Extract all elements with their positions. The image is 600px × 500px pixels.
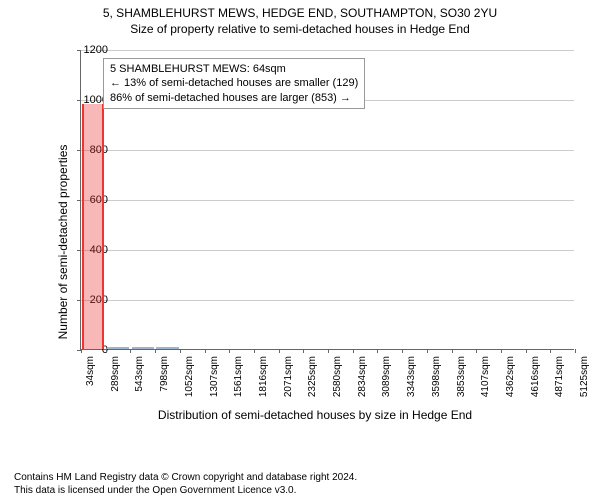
xtick-label: 34sqm (85, 356, 96, 386)
footer: Contains HM Land Registry data © Crown c… (14, 472, 357, 497)
xtick-mark (526, 349, 527, 353)
xtick-mark (377, 349, 378, 353)
xtick-mark (427, 349, 428, 353)
info-line-1: 5 SHAMBLEHURST MEWS: 64sqm (110, 62, 358, 76)
xtick-mark (106, 349, 107, 353)
bar (156, 347, 178, 349)
xtick-label: 289sqm (110, 356, 121, 392)
xtick-mark (130, 349, 131, 353)
xtick-mark (353, 349, 354, 353)
xtick-mark (452, 349, 453, 353)
info-box: 5 SHAMBLEHURST MEWS: 64sqm ← 13% of semi… (103, 58, 365, 109)
bar-highlight (82, 104, 104, 349)
xtick-label: 2071sqm (283, 356, 294, 397)
gridline (81, 200, 574, 201)
xtick-label: 4616sqm (530, 356, 541, 397)
xtick-mark (81, 349, 82, 353)
xtick-mark (254, 349, 255, 353)
gridline (81, 150, 574, 151)
info-line-3: 86% of semi-detached houses are larger (… (110, 91, 358, 105)
chart-container: Number of semi-detached properties 02004… (48, 42, 582, 400)
footer-line-2: This data is licensed under the Open Gov… (14, 485, 357, 498)
xtick-label: 1561sqm (233, 356, 244, 397)
xtick-label: 4362sqm (505, 356, 516, 397)
xtick-mark (155, 349, 156, 353)
gridline (81, 50, 574, 51)
xtick-mark (476, 349, 477, 353)
y-axis-label: Number of semi-detached properties (56, 145, 70, 340)
xtick-mark (328, 349, 329, 353)
bar (107, 347, 129, 349)
xtick-label: 3343sqm (406, 356, 417, 397)
title-main: 5, SHAMBLEHURST MEWS, HEDGE END, SOUTHAM… (0, 0, 600, 20)
ytick-label: 1200 (68, 44, 108, 56)
xtick-label: 3853sqm (456, 356, 467, 397)
xtick-mark (279, 349, 280, 353)
footer-line-1: Contains HM Land Registry data © Crown c… (14, 472, 357, 485)
xtick-label: 2325sqm (307, 356, 318, 397)
xtick-mark (303, 349, 304, 353)
xtick-mark (550, 349, 551, 353)
xtick-label: 1816sqm (258, 356, 269, 397)
gridline (81, 250, 574, 251)
xtick-mark (229, 349, 230, 353)
xtick-label: 2834sqm (357, 356, 368, 397)
gridline (81, 300, 574, 301)
xtick-label: 1307sqm (209, 356, 220, 397)
xtick-mark (180, 349, 181, 353)
xtick-mark (402, 349, 403, 353)
xtick-mark (501, 349, 502, 353)
info-line-2: ← 13% of semi-detached houses are smalle… (110, 76, 358, 90)
x-axis-label: Distribution of semi-detached houses by … (48, 408, 582, 422)
xtick-label: 543sqm (134, 356, 145, 392)
xtick-mark (575, 349, 576, 353)
xtick-label: 2580sqm (332, 356, 343, 397)
xtick-label: 798sqm (159, 356, 170, 392)
xtick-label: 3598sqm (431, 356, 442, 397)
bar (132, 347, 154, 349)
xtick-label: 4871sqm (554, 356, 565, 397)
xtick-mark (205, 349, 206, 353)
xtick-label: 1052sqm (184, 356, 195, 397)
xtick-label: 4107sqm (480, 356, 491, 397)
title-sub: Size of property relative to semi-detach… (0, 20, 600, 40)
xtick-label: 5125sqm (579, 356, 590, 397)
xtick-label: 3089sqm (381, 356, 392, 397)
